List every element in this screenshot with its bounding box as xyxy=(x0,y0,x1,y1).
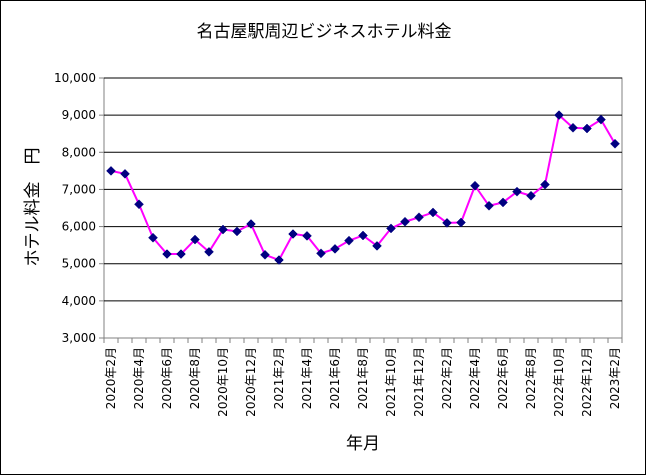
x-tick-label: 2022年8月 xyxy=(524,347,538,409)
y-tick-label: 9,000 xyxy=(62,108,96,122)
data-point xyxy=(456,217,466,228)
data-point xyxy=(568,122,578,133)
y-axis-ticks: 3,000 4,000 5,000 6,000 7,000 8,000 9,000 10,00… xyxy=(54,71,104,345)
data-point xyxy=(596,114,606,125)
data-point xyxy=(232,226,242,237)
y-tick-label: 7,000 xyxy=(62,182,96,196)
data-point xyxy=(498,197,508,208)
data-point xyxy=(610,138,620,149)
x-tick-label: 2021年2月 xyxy=(272,347,286,409)
x-tick-label: 2023年2月 xyxy=(608,347,622,409)
data-point xyxy=(218,224,228,235)
grid-lines xyxy=(104,77,622,302)
y-tick-label: 6,000 xyxy=(62,220,96,234)
x-tick-label: 2020年4月 xyxy=(132,347,146,409)
x-tick-label: 2022年10月 xyxy=(552,347,566,417)
x-tick-label: 2021年4月 xyxy=(300,347,314,409)
series-hotel-price xyxy=(106,110,620,265)
data-point xyxy=(134,199,144,210)
data-point xyxy=(442,218,452,228)
x-tick-label: 2020年10月 xyxy=(216,347,230,417)
data-point xyxy=(428,207,438,218)
data-point xyxy=(372,241,382,251)
x-tick-label: 2020年12月 xyxy=(244,347,258,417)
data-point xyxy=(190,234,200,245)
x-tick-label: 2021年12月 xyxy=(412,347,426,417)
x-tick-label: 2022年2月 xyxy=(440,347,454,409)
data-point xyxy=(540,179,550,190)
x-tick-label: 2021年10月 xyxy=(384,347,398,417)
x-tick-label: 2021年6月 xyxy=(328,347,342,409)
data-point xyxy=(302,231,312,241)
data-point xyxy=(288,229,298,239)
data-point xyxy=(582,123,592,134)
plot-area xyxy=(103,77,623,339)
data-point xyxy=(554,110,564,120)
data-point xyxy=(162,249,172,259)
data-point xyxy=(526,190,536,201)
x-tick-label: 2020年2月 xyxy=(104,347,118,409)
data-point xyxy=(106,166,116,176)
data-point xyxy=(176,249,186,259)
data-point xyxy=(204,246,214,257)
data-point xyxy=(274,255,284,265)
x-axis-ticks: 2020年2月 2020年4月 2020年6月 2020年8月 2020年10月 2020… xyxy=(103,338,623,417)
data-point xyxy=(512,186,522,197)
data-point xyxy=(400,216,410,227)
data-point xyxy=(358,230,368,241)
y-tick-label: 5,000 xyxy=(62,257,96,271)
data-point xyxy=(120,168,130,179)
chart-title: 名古屋駅周辺ビジネスホテル料金 xyxy=(197,22,452,42)
x-tick-label: 2020年6月 xyxy=(160,347,174,409)
data-point xyxy=(414,212,424,223)
data-point xyxy=(148,232,158,243)
data-point xyxy=(260,249,270,260)
x-tick-label: 2020年8月 xyxy=(188,347,202,409)
x-tick-label: 2021年8月 xyxy=(356,347,370,409)
data-point xyxy=(344,235,354,246)
data-point xyxy=(316,248,326,259)
y-tick-label: 8,000 xyxy=(62,145,96,159)
x-tick-label: 2022年12月 xyxy=(580,347,594,417)
data-point xyxy=(484,200,494,211)
y-tick-label: 4,000 xyxy=(62,294,96,308)
y-tick-label: 3,000 xyxy=(62,331,96,345)
data-point xyxy=(246,219,256,229)
y-axis-title: ホテル料金 円 xyxy=(23,148,43,267)
data-point xyxy=(330,244,340,254)
data-point xyxy=(386,223,396,234)
y-tick-label: 10,000 xyxy=(54,71,96,85)
x-axis-title: 年月 xyxy=(346,434,380,454)
x-tick-label: 2022年6月 xyxy=(496,347,510,409)
data-point xyxy=(470,180,480,191)
x-tick-label: 2022年4月 xyxy=(468,347,482,409)
